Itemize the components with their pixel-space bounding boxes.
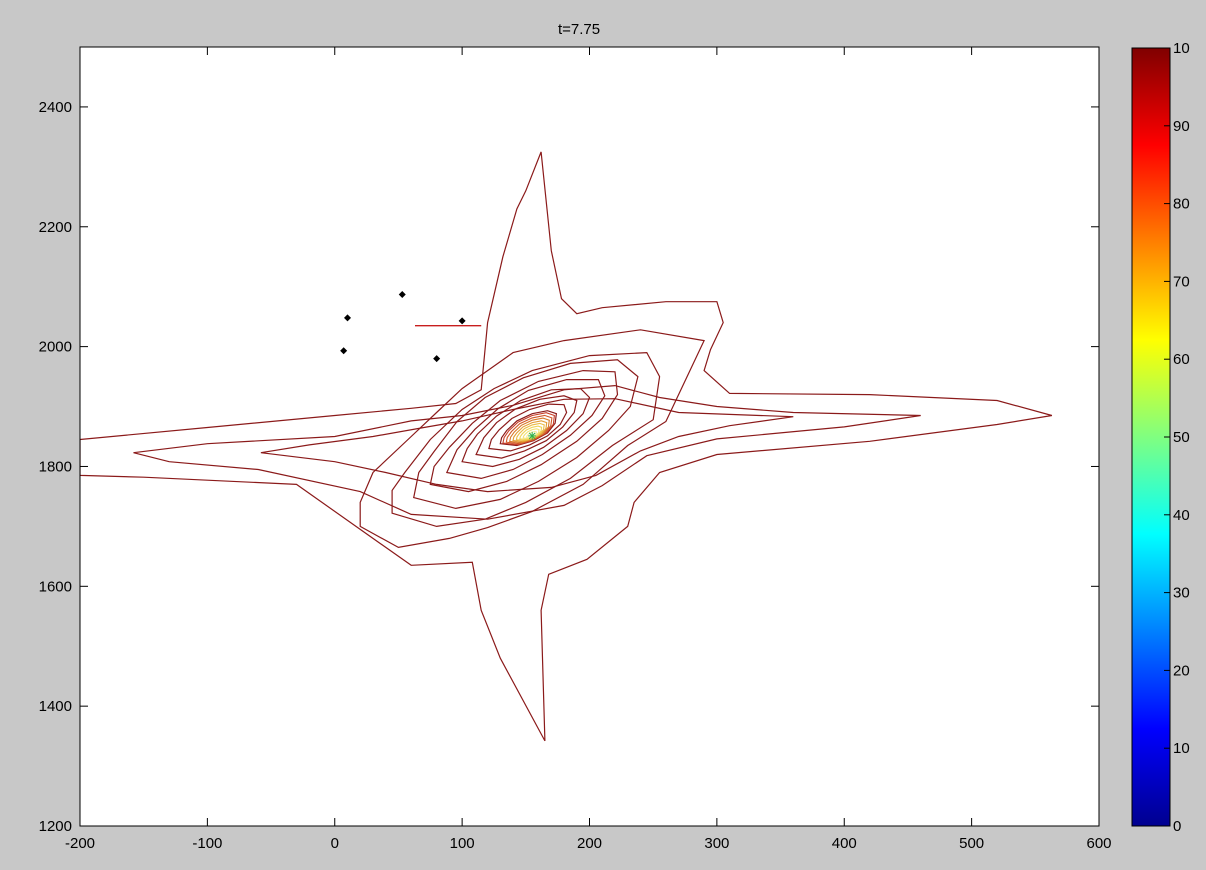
colorbar-tick-label: 30 [1173, 585, 1190, 602]
contour-line-2 [260, 398, 794, 493]
contour-line-9 [475, 395, 578, 459]
colorbar-tick-label: 80 [1173, 196, 1190, 213]
y-tick-label: 1400 [39, 698, 72, 715]
colorbar-tick-label: 20 [1173, 662, 1190, 679]
x-tick-label: 400 [832, 835, 857, 852]
x-tick-label: -200 [65, 835, 95, 852]
y-tick-label: 2400 [39, 99, 72, 116]
data-point-4 [433, 355, 441, 363]
colorbar-tick-label: 0 [1173, 818, 1181, 835]
contour-line-7 [445, 379, 606, 480]
x-tick-label: 200 [577, 835, 602, 852]
y-axis: 1200 1400 1600 1800 2000 2200 2400 [39, 99, 1099, 835]
contour-line-3 [359, 329, 705, 549]
data-point-2 [398, 290, 406, 298]
contour-line-10 [488, 403, 568, 452]
colorbar-tick-label: 10 [1173, 740, 1190, 757]
y-tick-label: 2200 [39, 219, 72, 236]
contour-line-6 [429, 369, 619, 493]
x-tick-label: 600 [1086, 835, 1111, 852]
x-axis: -200 -100 0 100 200 300 400 500 600 [65, 47, 1112, 852]
contour-line-0 [80, 151, 1053, 742]
chart-title: t=7.75 [558, 21, 600, 38]
contour-line-4 [391, 351, 661, 528]
x-tick-label: 500 [959, 835, 984, 852]
colorbar-tick-label: 60 [1173, 351, 1190, 368]
contour-line-8 [461, 387, 591, 468]
peak-marker [528, 431, 537, 440]
colorbar-tick-label: 40 [1173, 507, 1190, 524]
colorbar-tick-label: 90 [1173, 118, 1190, 135]
colorbar-tick-label: 10 [1173, 40, 1190, 57]
data-point-3 [458, 317, 466, 325]
y-tick-label: 1200 [39, 818, 72, 835]
contour-line-1 [133, 384, 921, 520]
colorbar-ticks: 0 10 20 30 40 50 60 70 80 90 10 [1164, 40, 1190, 835]
y-tick-label: 2000 [39, 339, 72, 356]
contour-layer [80, 151, 1053, 742]
x-tick-label: -100 [192, 835, 222, 852]
marker-layer [340, 290, 482, 363]
colorbar-tick-label: 50 [1173, 429, 1190, 446]
data-point-0 [343, 314, 351, 322]
y-tick-label: 1600 [39, 578, 72, 595]
x-tick-label: 300 [704, 835, 729, 852]
y-tick-label: 1800 [39, 458, 72, 475]
contour-line-5 [412, 359, 639, 510]
x-tick-label: 100 [450, 835, 475, 852]
colorbar-tick-label: 70 [1173, 273, 1190, 290]
x-tick-label: 0 [331, 835, 339, 852]
data-point-1 [340, 347, 348, 355]
plot-area [80, 47, 1099, 826]
